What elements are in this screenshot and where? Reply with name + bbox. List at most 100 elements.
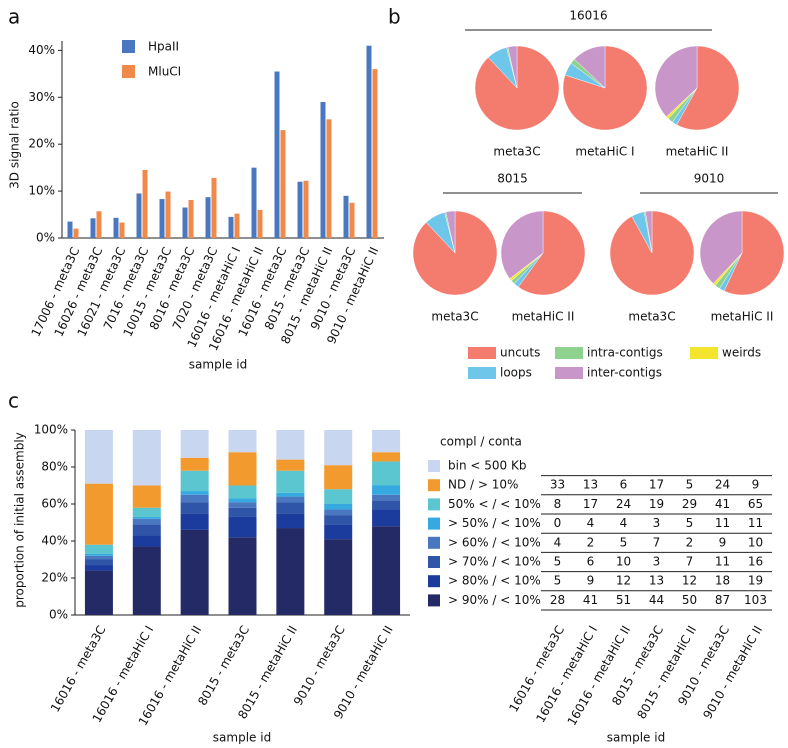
- x-tick-label: 9010 - meta3C: [291, 623, 348, 708]
- pie-label: meta3C: [628, 310, 675, 324]
- table-cell: 51: [616, 593, 631, 607]
- pie-slice: [699, 210, 743, 284]
- pie-slice: [654, 45, 698, 118]
- table-cell: 5: [686, 478, 694, 492]
- legend-label: ND / > 10%: [448, 478, 518, 492]
- y-tick-label: 80%: [41, 460, 68, 474]
- legend-swatch: [555, 367, 583, 379]
- table-column-label: 16016 - metaHiC I: [533, 623, 600, 725]
- y-tick-label: 10%: [28, 184, 55, 198]
- y-tick-label: 0%: [36, 231, 55, 245]
- table-column-label: 8015 - metaHiC II: [634, 623, 699, 721]
- bar-segment: [372, 509, 401, 527]
- legend-label: weirds: [722, 346, 761, 360]
- bar: [297, 181, 303, 238]
- table-cell: 2: [686, 535, 694, 549]
- bar-segment: [324, 504, 353, 510]
- bar: [228, 216, 234, 238]
- bar-segment: [372, 452, 401, 462]
- bar-segment: [132, 546, 161, 615]
- pie-slice: [500, 210, 544, 280]
- table-cell: 4: [587, 516, 595, 530]
- legend-label: > 70% / < 10%: [448, 555, 541, 569]
- table-cell: 7: [653, 535, 661, 549]
- bar-segment: [180, 494, 209, 503]
- pie-slice: [445, 210, 456, 254]
- table-cell: 4: [554, 535, 562, 549]
- group-label: 9010: [694, 172, 725, 186]
- bar: [366, 45, 372, 238]
- bar-segment: [132, 430, 161, 486]
- table-cell: 5: [554, 574, 562, 588]
- bar: [182, 207, 188, 238]
- bar: [349, 202, 355, 238]
- table-cell: 65: [748, 497, 763, 511]
- pie-slice: [676, 45, 740, 131]
- table-cell: 19: [649, 497, 664, 511]
- bar: [320, 101, 326, 238]
- table-cell: 18: [715, 574, 730, 588]
- table-cell: 9: [587, 574, 595, 588]
- table-cell: 41: [583, 593, 598, 607]
- table-cell: 3: [653, 516, 661, 530]
- table-cell: 2: [587, 535, 595, 549]
- bar-segment: [228, 498, 257, 503]
- bar-segment: [324, 509, 353, 516]
- bar: [280, 130, 286, 238]
- y-tick-label: 20%: [28, 137, 55, 151]
- table-cell: 11: [715, 516, 730, 530]
- bar: [234, 213, 240, 238]
- bar-segment: [84, 559, 113, 566]
- table-cell: 9: [752, 478, 760, 492]
- bar-segment: [372, 494, 401, 501]
- bar-segment: [372, 485, 401, 495]
- table-cell: 5: [554, 555, 562, 569]
- bar-segment: [276, 513, 305, 529]
- bar: [326, 119, 332, 238]
- bar: [343, 195, 349, 238]
- bar: [257, 209, 263, 238]
- bar-segment: [276, 492, 305, 497]
- bar: [73, 228, 79, 238]
- table-cell: 11: [748, 516, 763, 530]
- bar-segment: [372, 500, 401, 510]
- table-cell: 3: [653, 555, 661, 569]
- legend-swatch: [122, 65, 135, 78]
- y-tick-label: 60%: [41, 497, 68, 511]
- table-cell: 24: [616, 497, 631, 511]
- bar-segment: [84, 544, 113, 554]
- bar-segment: [180, 502, 209, 514]
- legend-label: > 80% / < 10%: [448, 574, 541, 588]
- table-cell: 19: [748, 574, 763, 588]
- legend-label: HpaII: [148, 40, 179, 54]
- bar-segment: [180, 491, 209, 495]
- pie-label: meta3C: [431, 310, 478, 324]
- table-cell: 6: [620, 478, 628, 492]
- bar-segment: [228, 452, 257, 486]
- legend-swatch: [690, 347, 718, 359]
- x-tick-label: 8015 - meta3C: [195, 623, 252, 708]
- table-cell: 10: [748, 535, 763, 549]
- legend-title: compl / conta: [440, 435, 522, 449]
- table-cell: 9: [719, 535, 727, 549]
- legend-label: > 90% / < 10%: [448, 593, 541, 607]
- legend-label: 50% < / < 10%: [448, 497, 541, 511]
- bar-segment: [276, 502, 305, 514]
- y-tick-label: 40%: [28, 43, 55, 57]
- legend-label: > 50% / < 10%: [448, 516, 541, 530]
- bar-segment: [372, 430, 401, 453]
- bar-segment: [324, 515, 353, 525]
- table-cell: 24: [715, 478, 730, 492]
- legend-swatch: [428, 575, 440, 588]
- bar-segment: [276, 459, 305, 471]
- legend-swatch: [428, 536, 440, 549]
- bar-segment: [84, 565, 113, 571]
- bar-segment: [228, 537, 257, 615]
- bar-segment: [228, 507, 257, 517]
- bar-segment: [84, 430, 113, 484]
- y-tick-label: 20%: [41, 571, 68, 585]
- table-cell: 17: [649, 478, 664, 492]
- bar-segment: [228, 516, 257, 538]
- bar-segment: [324, 465, 353, 490]
- bar: [142, 169, 148, 238]
